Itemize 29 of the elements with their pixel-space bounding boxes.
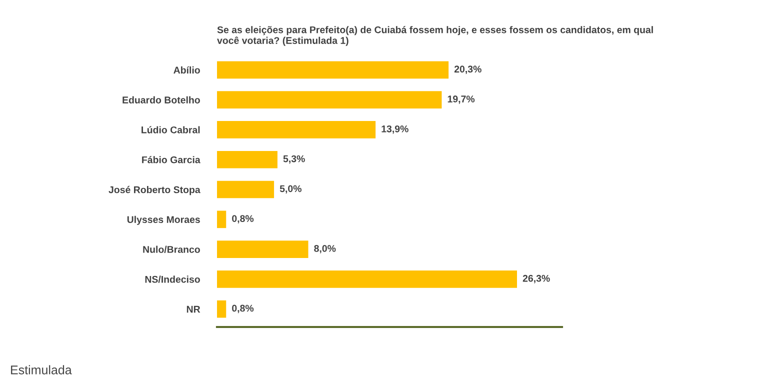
data-label: 13,9% (382, 125, 408, 134)
y-tick-label: Ulysses Moraes (127, 216, 200, 225)
y-tick-label: Abílio (174, 66, 200, 74)
data-label: 8,0% (314, 245, 336, 254)
bar (217, 210, 226, 228)
y-tick-label: NR (186, 306, 200, 313)
bar (217, 61, 449, 79)
bar (217, 150, 278, 168)
y-tick-label: Lúdio Cabral (142, 126, 200, 134)
y-tick-label: José Roberto Stopa (108, 186, 200, 196)
text: Estimulada (11, 365, 72, 374)
y-tick-label: Eduardo Botelho (122, 96, 200, 104)
bar (217, 91, 442, 108)
bar (217, 180, 274, 198)
chart-title: Se as eleições para Prefeito(a) de Cuiabá fossem hoje, e esses fossem os candidatos, em qual você votaria? (Estimulada 1) (217, 26, 653, 46)
y-tick-label: Nulo/Branco (143, 246, 200, 253)
y-tick-label: Fábio Garcia (142, 156, 200, 164)
bar (217, 270, 517, 288)
data-label: 26,3% (522, 274, 550, 284)
bar (217, 240, 308, 258)
data-label: 19,7% (448, 96, 475, 104)
bar (217, 121, 376, 138)
data-label: 5,0% (280, 185, 302, 194)
data-label: 0,8% (232, 215, 254, 224)
bar (217, 300, 226, 318)
data-label: 20,3% (454, 66, 482, 74)
data-label: 5,3% (283, 155, 305, 164)
y-tick-label: NS/Indeciso (145, 276, 200, 283)
data-label: 0,8% (232, 304, 254, 314)
